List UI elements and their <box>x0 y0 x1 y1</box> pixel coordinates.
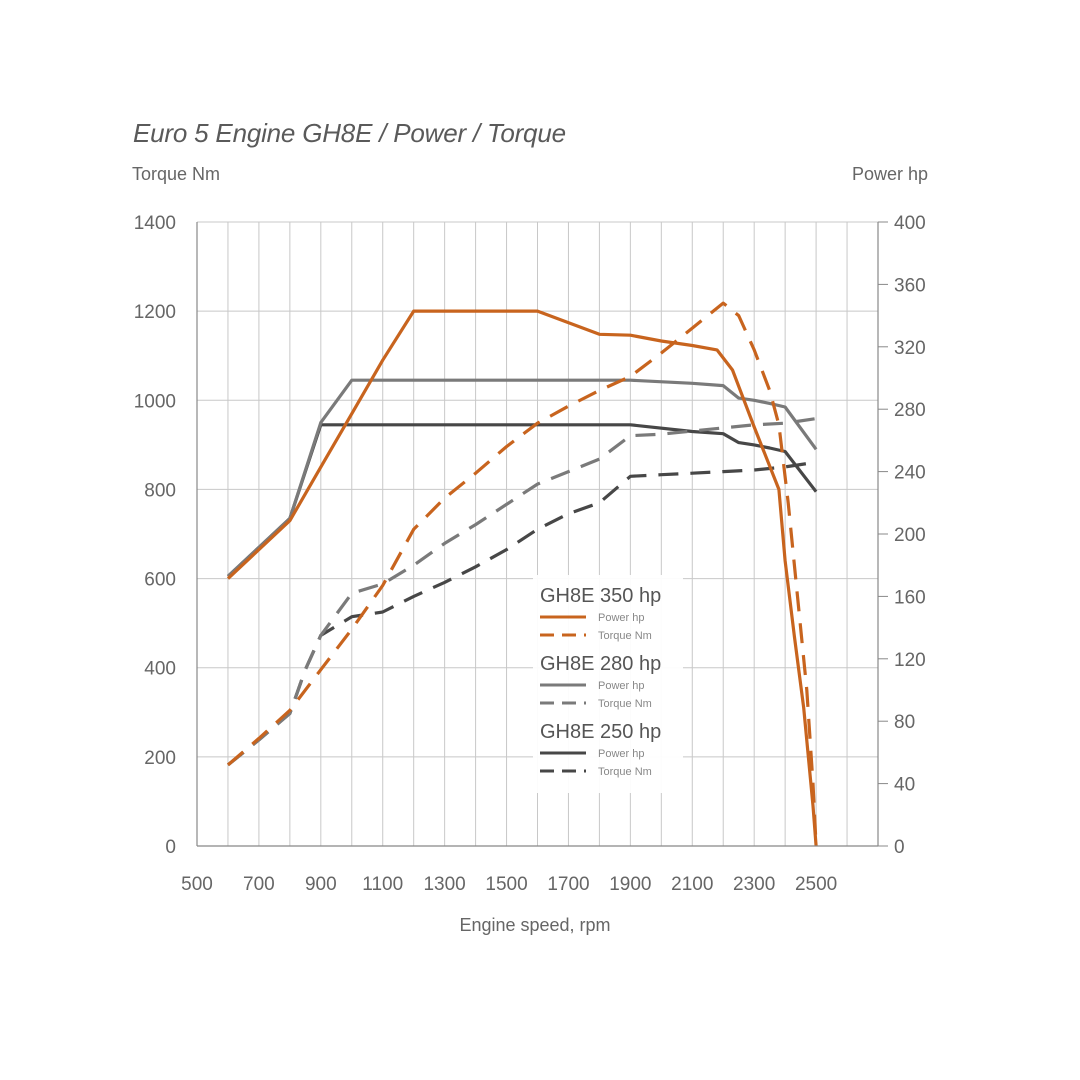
y-right-tick-label: 80 <box>894 712 915 733</box>
x-tick-label: 1500 <box>485 874 527 895</box>
y-right-tick-label: 160 <box>894 587 926 608</box>
x-tick-label: 1100 <box>362 874 403 895</box>
y-right-tick-label: 320 <box>894 338 926 359</box>
y-left-tick-label: 200 <box>144 748 176 769</box>
legend-torque-label: Torque Nm <box>598 698 652 710</box>
y-right-tick-label: 280 <box>894 400 926 421</box>
legend-power-label: Power hp <box>598 680 644 692</box>
y-left-tick-label: 1200 <box>134 302 176 323</box>
y-right-tick-label: 40 <box>894 775 915 796</box>
series-lines <box>226 301 818 847</box>
y-right-tick-label: 0 <box>894 837 905 858</box>
y-right-tick-label: 360 <box>894 275 926 296</box>
gh8e-350-hp-torque-line <box>226 301 818 847</box>
axes: 500 700 900 1100 1300 1500 1700 1900 2100 2300 250… <box>134 213 926 895</box>
x-tick-label: 500 <box>181 874 213 895</box>
x-tick-label: 900 <box>305 874 337 895</box>
x-tick-label: 700 <box>243 874 275 895</box>
y-left-tick-label: 800 <box>144 480 176 501</box>
x-tick-label: 1700 <box>547 874 589 895</box>
y-right-tick-label: 240 <box>894 463 926 484</box>
y-right-tick-label: 120 <box>894 650 926 671</box>
legend-power-label: Power hp <box>598 612 644 624</box>
legend: GH8E 350 hp Power hp Torque Nm GH8E 280 hp P… <box>533 575 683 793</box>
legend-group-title: GH8E 280 hp <box>540 653 661 675</box>
gh8e-280-hp-power-line <box>226 378 818 578</box>
gh8e-280-hp-torque-line <box>226 417 817 767</box>
legend-power-label: Power hp <box>598 748 644 760</box>
y-left-tick-label: 400 <box>144 659 176 680</box>
x-tick-label: 2500 <box>795 874 837 895</box>
gh8e-250-hp-power-line <box>226 423 818 578</box>
chart-title: Euro 5 Engine GH8E / Power / Torque <box>133 118 566 148</box>
y-right-tick-label: 200 <box>894 525 926 546</box>
gh8e-250-hp-torque-line <box>226 460 817 767</box>
y-right-tick-label: 400 <box>894 213 926 234</box>
y-left-tick-label: 1000 <box>134 391 176 412</box>
legend-torque-label: Torque Nm <box>598 766 652 778</box>
y-axis-right-label: Power hp <box>851 164 928 184</box>
x-axis-label: Engine speed, rpm <box>459 915 611 935</box>
gh8e-350-hp-power-line <box>226 309 818 847</box>
x-tick-label: 1300 <box>423 874 465 895</box>
y-left-tick-label: 1400 <box>134 213 176 234</box>
legend-group-title: GH8E 250 hp <box>540 721 661 743</box>
legend-group-title: GH8E 350 hp <box>540 585 661 607</box>
y-left-tick-label: 0 <box>165 837 176 858</box>
x-tick-label: 2100 <box>671 874 713 895</box>
x-tick-label: 1900 <box>609 874 651 895</box>
y-axis-left-label: Torque Nm <box>132 164 221 184</box>
y-left-tick-label: 600 <box>144 570 176 591</box>
x-tick-label: 2300 <box>733 874 775 895</box>
legend-torque-label: Torque Nm <box>598 630 652 642</box>
